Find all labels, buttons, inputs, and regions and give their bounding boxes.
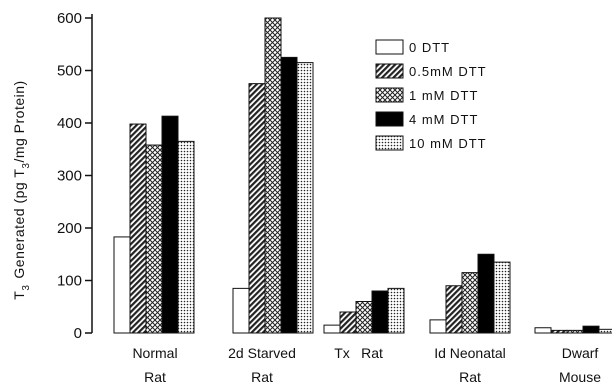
category-label-line1b: Rat (361, 345, 383, 361)
category-label-line2: Mouse (559, 369, 601, 385)
y-tick-label: 100 (57, 273, 82, 290)
bar (248, 83, 266, 334)
y-tick-label: 400 (57, 115, 82, 132)
y-tick-label: 300 (57, 168, 82, 185)
bar (339, 311, 357, 334)
y-axis: 0 100 200 300 400 500 600 (57, 10, 93, 342)
y-axis-label: T3Generated (pg T3/mg Protein) (11, 80, 32, 299)
legend-swatch (375, 135, 404, 151)
category-label-line1: 2d Starved (228, 345, 296, 361)
y-axis-label-t: T (11, 291, 27, 300)
legend-label: 10 mM DTT (409, 136, 487, 151)
legend: 0 DTT 0.5mM DTT 1 mM DTT 4 mM DTT 10 mM DTT (375, 39, 487, 151)
bar (493, 261, 511, 334)
y-tick-label: 0 (74, 325, 82, 342)
category-label-line1: Dwarf (562, 345, 599, 361)
bar (387, 287, 405, 334)
legend-swatch (375, 39, 404, 55)
bar (429, 319, 447, 334)
y-axis-label-end: /mg Protein) (11, 80, 27, 162)
bar (145, 144, 163, 334)
y-tick-label: 200 (57, 220, 82, 237)
category-label-line2: Rat (459, 369, 481, 385)
legend-swatch (375, 63, 404, 79)
bar (161, 115, 179, 334)
bar (355, 301, 373, 334)
legend-label: 0 DTT (409, 40, 450, 55)
category-labels: Normal Rat 2d Starved Rat Tx Rat Id Neonatal Ra… (132, 345, 601, 385)
bar (323, 324, 341, 334)
category-label-line1: Tx (334, 345, 350, 361)
bar (232, 287, 250, 334)
bar (461, 272, 479, 334)
y-tick-label: 600 (57, 10, 82, 27)
legend-swatch (375, 111, 404, 127)
y-axis-label-mid-sub: 3 (21, 163, 32, 169)
bar (113, 236, 131, 334)
bar (129, 123, 147, 334)
legend-swatch (375, 87, 404, 103)
bar (296, 62, 314, 334)
legend-label: 0.5mM DTT (409, 64, 487, 79)
category-label-line2: Rat (251, 369, 273, 385)
bar (477, 253, 495, 334)
bar (445, 285, 463, 334)
legend-label: 1 mM DTT (409, 88, 478, 103)
y-tick-label: 500 (57, 63, 82, 80)
category-label-line2: Rat (144, 369, 166, 385)
category-label-line1: Normal (132, 345, 177, 361)
category-label-line1: Id Neonatal (434, 345, 506, 361)
bar (582, 325, 600, 334)
bar (280, 56, 298, 334)
bar (598, 328, 612, 334)
bar (264, 17, 282, 334)
bars (113, 17, 612, 334)
bar (177, 140, 195, 334)
bar (371, 290, 389, 334)
bar (534, 327, 552, 334)
y-axis-label-middle: Generated (pg T (11, 169, 27, 279)
y-axis-label-t-sub: 3 (21, 285, 32, 291)
legend-label: 4 mM DTT (409, 112, 478, 127)
